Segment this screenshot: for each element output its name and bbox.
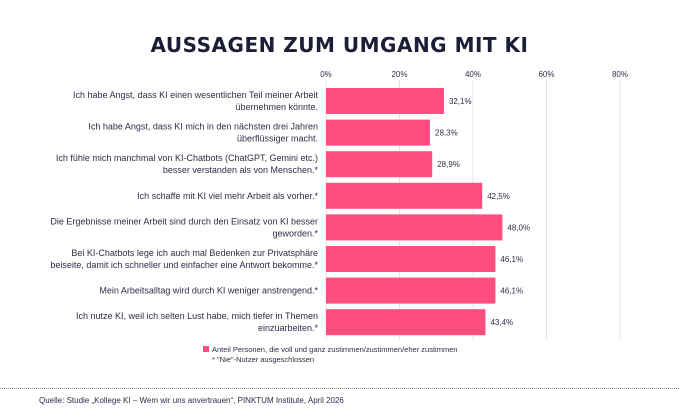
value-label: 46,1%: [500, 287, 523, 296]
legend: Anteil Personen, die voll und ganz zusti…: [203, 345, 458, 365]
category-label: Die Ergebnisse meiner Arbeit sind durch …: [50, 216, 318, 226]
bar: [326, 214, 503, 241]
x-tick-label: 40%: [465, 70, 481, 79]
bar: [326, 88, 444, 114]
category-label: einzuarbeiten.*: [258, 323, 319, 333]
bar: [326, 277, 496, 304]
value-label: 43,4%: [490, 318, 513, 327]
legend-swatch: [203, 346, 209, 352]
value-label: 28,9%: [437, 160, 460, 169]
x-tick-label: 80%: [612, 70, 628, 79]
category-label: beiseite, damit ich schneller und einfac…: [50, 260, 318, 270]
bar: [326, 246, 496, 272]
value-label: 42,5%: [487, 192, 510, 201]
category-label: Bei KI-Chatbots lege ich auch mal Bedenk…: [71, 248, 318, 258]
legend-label: Anteil Personen, die voll und ganz zusti…: [212, 345, 458, 354]
bar: [326, 182, 483, 209]
category-label: Ich habe Angst, dass KI mich in den näch…: [88, 122, 318, 132]
category-label: Mein Arbeitsalltag wird durch KI weniger…: [99, 286, 318, 296]
value-label: 46,1%: [500, 255, 523, 264]
bar: [326, 309, 486, 336]
chart-title: AUSSAGEN ZUM UMGANG MIT KI: [150, 33, 529, 57]
x-tick-label: 60%: [538, 70, 554, 79]
category-label: übernehmen könnte.: [235, 102, 318, 112]
category-label: Ich fühle mich manchmal von KI-Chatbots …: [56, 153, 318, 163]
x-tick-label: 0%: [320, 70, 332, 79]
divider: [0, 388, 679, 389]
bar: [326, 119, 431, 146]
category-label: überflüssiger macht.: [237, 134, 318, 144]
category-label: Ich nutze KI, weil ich selten Lust habe,…: [76, 311, 318, 321]
footnote: * "Nie"-Nutzer ausgeschlossen: [212, 355, 315, 364]
bar: [326, 151, 433, 178]
value-label: 32,1%: [449, 97, 472, 106]
value-label: 48,0%: [507, 223, 530, 232]
category-label: Ich schaffe mit KI viel mehr Arbeit als …: [137, 191, 318, 201]
category-label: geworden.*: [272, 228, 318, 238]
x-tick-label: 20%: [391, 70, 407, 79]
legend-item: Anteil Personen, die voll und ganz zusti…: [203, 345, 458, 355]
category-label: Ich habe Angst, dass KI einen wesentlich…: [73, 90, 318, 100]
value-label: 28,3%: [435, 129, 458, 138]
category-label: besser verstanden als von Menschen.*: [163, 165, 319, 175]
source-note: Quelle: Studie „Kollege KI – Wem wir uns…: [39, 396, 344, 405]
